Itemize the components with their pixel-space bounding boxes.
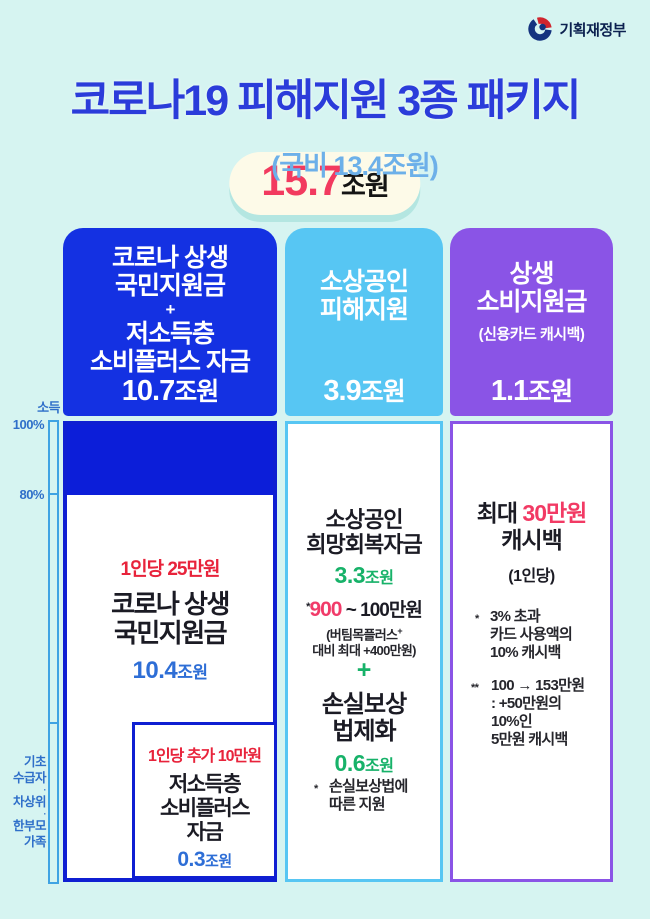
total-unit: 조원 [341, 171, 390, 201]
col3-header-line: 소비지원금 [476, 288, 587, 316]
loss-compensation-note: * 손실보상법에 따른 지원 [314, 778, 408, 813]
column1-header: 코로나 상생 국민지원금 + 저소득층 소비플러스 자금 10.7조원 [63, 228, 277, 416]
national-support-title: 코로나 상생 국민지원금 [111, 589, 230, 648]
col1-header-line: 코로나 상생 [112, 244, 229, 272]
col2-header-line: 피해지원 [319, 296, 409, 324]
loss-compensation-amount: 0.6조원 [334, 750, 394, 776]
total-amount: 15.7 [261, 157, 342, 205]
col1-header-line: 저소득층 [125, 320, 215, 348]
col3-header-amount: 1.1조원 [490, 375, 573, 407]
col3-header-line: 상생 [509, 260, 554, 288]
income-80-100-band [67, 425, 273, 495]
column2-content-box: 소상공인 희망회복자금 3.3조원 *900 ~ 100만원 (버팀목플러스+ … [285, 421, 443, 882]
cashback-note-2: ** 100 → 153만원 : +50만원의 10%인 5만원 캐시백 [471, 677, 585, 748]
loss-compensation-title: 손실보상 법제화 [321, 691, 407, 745]
taegeuk-emblem-icon [528, 17, 553, 41]
axis-tick-label-80: 80% [19, 487, 44, 502]
group-label: 수급자 [12, 771, 47, 785]
col1-header-amount: 10.7조원 [121, 375, 219, 407]
col1-header-plus: + [165, 300, 176, 319]
total-note: (국비 13.4조원) [271, 151, 438, 181]
axis-tick-80 [50, 493, 57, 495]
col1-header-line: 국민지원금 [114, 272, 226, 300]
axis-tick-lowincome [50, 722, 57, 724]
total-amount-pill: 15.7 조원 (국비 13.4조원) [229, 151, 439, 215]
national-support-amount: 10.4조원 [132, 657, 209, 684]
ministry-name: 기획재정부 [559, 21, 626, 39]
axis-bottom-group-labels: 기초 수급자 · 차상위 · 한부모 가족 [0, 754, 47, 850]
national-support-block: 1인당 25만원 코로나 상생 국민지원금 10.4조원 [67, 554, 273, 685]
group-label: 한부모 [12, 819, 47, 833]
low-income-plus-box: 1인당 추가 10만원 저소득층 소비플러스 자금 0.3조원 [132, 722, 277, 879]
support-range-note: (버팀목플러스+ 대비 최대 +400만원) [312, 626, 416, 659]
low-income-plus-amount: 0.3조원 [177, 848, 232, 871]
col2-header-amount: 3.9조원 [323, 375, 405, 407]
column2-header: 소상공인 피해지원 3.9조원 [285, 228, 443, 416]
col2-header-line: 소상공인 [319, 268, 409, 296]
hope-recovery-amount: 3.3조원 [334, 562, 394, 588]
hope-recovery-title: 소상공인 희망회복자금 [306, 507, 422, 557]
col1-header-line: 소비플러스 자금 [90, 348, 251, 376]
low-income-plus-title: 저소득층 소비플러스 자금 [159, 773, 251, 844]
support-range: *900 ~ 100만원 [306, 598, 423, 621]
group-label: 차상위 [12, 795, 47, 809]
per-person-extra-tag: 1인당 추가 10만원 [148, 748, 262, 765]
income-axis-bar [48, 420, 59, 884]
column3-header: 상생 소비지원금 (신용카드 캐시백) 1.1조원 [450, 228, 613, 416]
group-label: 기초 [23, 755, 47, 769]
ministry-logo: 기획재정부 [527, 16, 626, 42]
per-person-label: (1인당) [508, 568, 555, 585]
col3-header-subtitle: (신용카드 캐시백) [478, 326, 585, 343]
page-title: 코로나19 피해지원 3종 패키지 [70, 77, 582, 125]
cashback-note-1: * 3% 초과 카드 사용액의 10% 캐시백 [475, 608, 573, 661]
group-label: 가족 [23, 835, 47, 849]
per-person-tag: 1인당 25만원 [120, 559, 221, 580]
group-separator: · [43, 809, 47, 819]
axis-label-income: 소득 [37, 400, 60, 415]
plus-separator: + [356, 656, 372, 684]
cashback-title: 최대 30만원 캐시백 [476, 500, 588, 553]
group-separator: · [43, 785, 47, 795]
column3-content-box: 최대 30만원 캐시백 (1인당) * 3% 초과 카드 사용액의 10% 캐시… [450, 421, 613, 882]
axis-tick-label-100: 100% [12, 417, 45, 432]
